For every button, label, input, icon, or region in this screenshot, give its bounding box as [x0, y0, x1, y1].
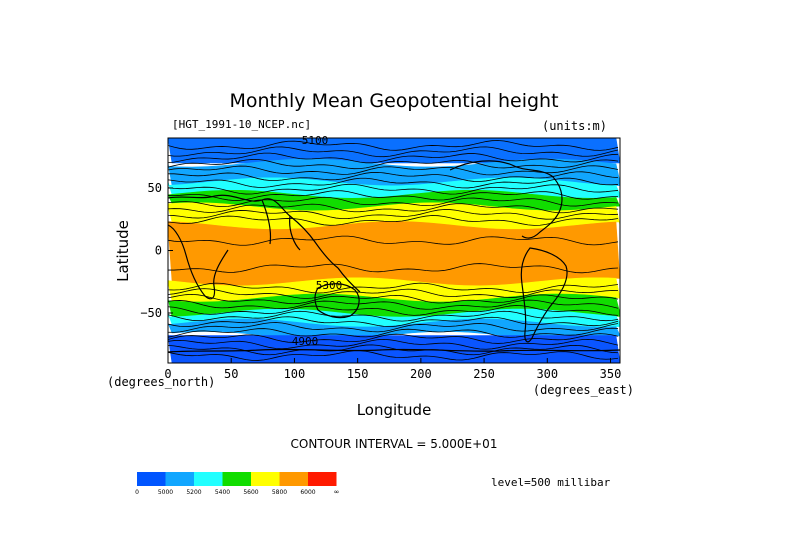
x-tick-label: 150	[347, 367, 369, 381]
x-axis: 0 50 100 150 200 250 300 350	[164, 358, 621, 381]
y-tick-label: 0	[155, 244, 162, 258]
contour-line	[168, 350, 619, 361]
x-tick-label: 250	[473, 367, 495, 381]
legend-swatch	[222, 472, 251, 486]
contour-line	[168, 299, 619, 310]
contour-line	[168, 344, 619, 356]
coastline-australia	[314, 283, 360, 319]
coastline-south-america	[520, 247, 568, 343]
legend-label: 6000	[300, 489, 315, 496]
coastline-antarctica	[168, 348, 620, 353]
contour-line	[168, 282, 619, 294]
contour-label-north: 5100	[302, 134, 329, 147]
legend-swatch	[308, 472, 337, 486]
y-tick-label: 50	[148, 181, 162, 195]
contour-line	[168, 333, 619, 344]
contour-label-south: 4900	[292, 335, 319, 348]
x-axis-label: Longitude	[357, 401, 432, 419]
y-unit-label: (degrees_north)	[107, 375, 215, 389]
contour-line	[168, 190, 619, 201]
contour-line	[168, 305, 619, 316]
legend-label: 0	[135, 489, 139, 496]
chart-title: Monthly Mean Geopotential height	[229, 90, 558, 112]
contour-line	[168, 215, 619, 226]
contour-line	[168, 338, 619, 350]
x-tick-label: 100	[284, 367, 306, 381]
level-label: level=500 millibar	[491, 476, 611, 489]
coastlines	[168, 160, 620, 353]
legend-label: 5000	[158, 489, 173, 496]
color-legend: 0 5000 5200 5400 5600 5800 6000 ∞	[135, 472, 339, 496]
x-tick-label: 200	[410, 367, 432, 381]
legend-label: 5800	[272, 489, 287, 496]
contour-lines	[168, 140, 619, 361]
legend-swatch	[279, 472, 308, 486]
contour-line	[168, 171, 619, 182]
legend-label: 5600	[243, 489, 258, 496]
contour-line	[168, 177, 619, 189]
contour-line	[168, 183, 619, 195]
contour-line	[168, 316, 619, 328]
contour-line	[168, 209, 619, 220]
coastline-north-america	[449, 160, 563, 239]
x-tick-label: 350	[600, 367, 622, 381]
contour-line	[168, 263, 619, 274]
contour-line	[168, 203, 619, 214]
contour-line	[168, 293, 619, 305]
height-band	[168, 221, 620, 287]
legend-swatch	[251, 472, 280, 486]
contour-line	[168, 146, 619, 158]
contour-line	[168, 327, 619, 338]
legend-swatch	[137, 472, 166, 486]
contour-line	[168, 235, 619, 246]
contour-line	[168, 288, 619, 299]
map-plot-area: 5100 5300 4900	[167, 134, 621, 364]
contour-line	[168, 196, 619, 208]
contour-line	[168, 322, 619, 333]
y-axis-label: Latitude	[114, 220, 132, 282]
y-tick-label: −50	[140, 306, 162, 320]
x-unit-label: (degrees_east)	[533, 383, 634, 397]
contour-line	[168, 140, 619, 151]
x-tick-label: 300	[536, 367, 558, 381]
x-tick-label: 0	[164, 367, 171, 381]
source-label: [HGT_1991-10_NCEP.nc]	[172, 118, 311, 131]
contour-label-south-upper: 5300	[316, 279, 343, 292]
y-axis: 50 0 −50	[140, 181, 173, 320]
coastline-africa	[168, 224, 229, 300]
contour-line	[168, 152, 619, 164]
units-label: (units:m)	[542, 119, 607, 133]
legend-end-label: ∞	[334, 488, 340, 496]
contour-line	[168, 159, 619, 170]
legend-swatch	[165, 472, 194, 486]
x-tick-label: 50	[224, 367, 238, 381]
legend-swatch	[194, 472, 223, 486]
contour-interval-label: CONTOUR INTERVAL = 5.000E+01	[291, 437, 498, 451]
contour-value-labels: 5100 5300 4900	[292, 134, 343, 348]
legend-label: 5400	[215, 489, 230, 496]
legend-label: 5200	[186, 489, 201, 496]
coastline-europe-asia	[168, 194, 361, 293]
